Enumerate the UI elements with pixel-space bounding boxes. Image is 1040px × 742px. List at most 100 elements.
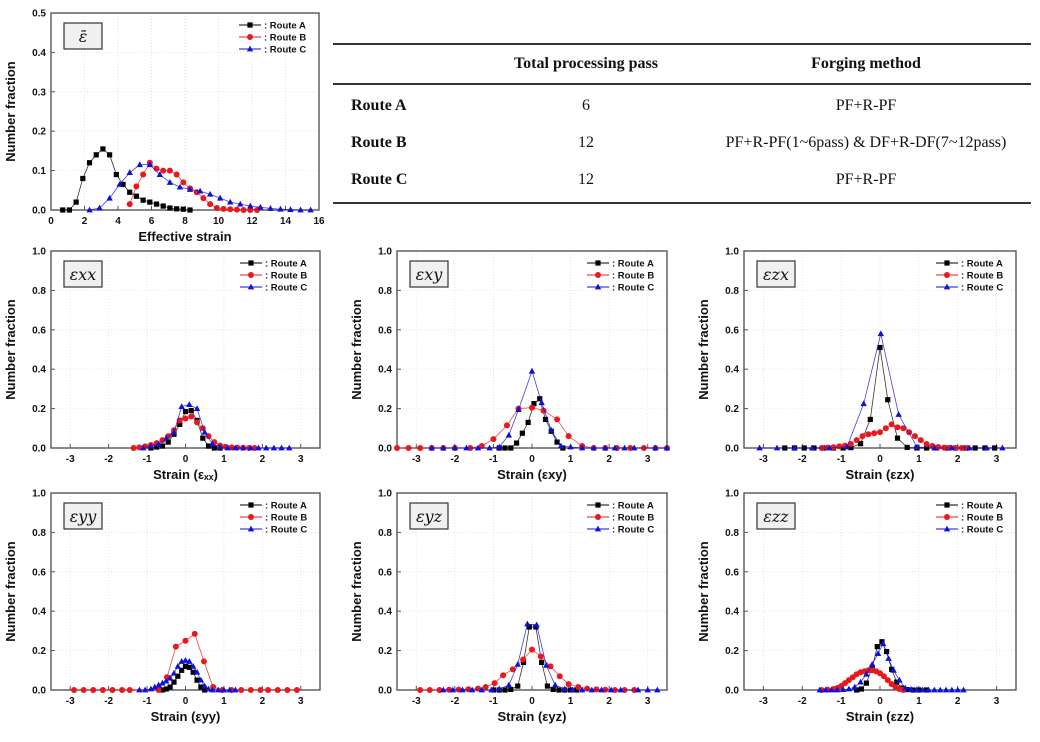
route-name: Route B	[351, 133, 407, 151]
x-tick-label: 8	[182, 216, 188, 227]
data-point	[529, 404, 535, 411]
data-point	[496, 443, 503, 450]
y-tick-label: 1.0	[378, 489, 392, 500]
data-point	[531, 401, 537, 407]
data-point	[663, 444, 671, 451]
data-point	[515, 683, 521, 689]
data-point	[478, 443, 485, 450]
data-point	[267, 205, 274, 211]
data-point	[867, 416, 873, 423]
header-total-pass: Total processing pass	[513, 55, 659, 72]
data-point	[159, 437, 166, 444]
data-point	[186, 658, 193, 664]
legend-marker	[247, 525, 255, 532]
data-point	[578, 686, 586, 693]
data-point	[220, 686, 228, 693]
x-tick-label: -3	[759, 454, 768, 465]
legend-marker	[944, 260, 950, 266]
data-point	[140, 444, 147, 451]
x-tick-label: -1	[143, 696, 152, 707]
x-tick-label: -3	[412, 696, 421, 707]
data-point	[509, 666, 516, 673]
x-tick-label: 12	[246, 216, 258, 227]
data-point	[205, 433, 212, 440]
data-point	[220, 205, 227, 212]
x-tick-label: 2	[955, 454, 961, 465]
x-tick-label: -3	[66, 696, 75, 707]
data-point	[935, 444, 942, 451]
data-point	[830, 444, 837, 451]
data-point	[617, 686, 624, 693]
data-point	[176, 183, 184, 190]
y-tick-label: 0.4	[725, 365, 739, 376]
y-tick-label: 0.4	[32, 48, 46, 59]
data-point	[166, 167, 173, 174]
data-point	[177, 421, 183, 427]
x-tick-label: 1	[568, 454, 574, 465]
x-tick-label: 2	[606, 696, 612, 707]
data-point	[174, 662, 182, 669]
panel-label-box	[409, 502, 449, 530]
data-point	[652, 444, 659, 451]
data-point	[885, 397, 891, 403]
y-tick-label: 0.2	[32, 127, 46, 138]
data-point	[836, 443, 843, 450]
data-point	[163, 434, 170, 441]
data-point	[126, 201, 133, 208]
data-point	[201, 682, 208, 689]
data-point	[486, 444, 493, 451]
data-point	[490, 436, 497, 443]
data-point	[205, 443, 212, 449]
data-point	[167, 684, 173, 690]
data-point	[502, 687, 508, 693]
data-point	[874, 644, 880, 650]
data-point	[857, 678, 864, 685]
legend-marker	[248, 260, 254, 266]
data-point	[948, 686, 956, 693]
data-point	[561, 685, 568, 692]
table-row: Route B 12 PF+R-PF(1~6pass) & DF+R-DF(7~…	[333, 124, 1031, 161]
data-point	[227, 198, 234, 205]
route-method: PF+R-PF	[835, 170, 897, 188]
y-tick-label: 0.4	[32, 607, 46, 618]
data-point	[174, 206, 180, 212]
x-tick-label: 0	[877, 454, 883, 465]
data-point	[822, 686, 829, 693]
data-point	[598, 686, 605, 693]
x-tick-label: -3	[412, 454, 421, 465]
data-point	[307, 206, 314, 213]
data-point	[214, 686, 222, 693]
panel-label: εxy	[416, 265, 444, 284]
y-tick-label: 0.1	[32, 166, 46, 177]
data-point	[194, 419, 201, 426]
route-name: Route C	[351, 170, 408, 188]
data-point	[159, 687, 166, 693]
data-point	[224, 444, 231, 451]
data-point	[816, 686, 823, 693]
route-passes: 12	[578, 133, 594, 151]
data-point	[904, 444, 910, 451]
series-line	[431, 369, 667, 449]
data-point	[209, 440, 216, 447]
data-point	[207, 201, 214, 208]
data-point	[611, 444, 619, 451]
data-point	[931, 444, 938, 451]
data-point	[919, 686, 926, 693]
chart-eyz: -3 -2 -1 0 1 2 3 0.0 0.2 0.4 0.6 0.8 1.0 Number fract…	[349, 489, 668, 724]
data-point	[863, 680, 869, 686]
data-point	[550, 686, 556, 693]
data-point	[526, 624, 532, 630]
x-tick-label: 1	[221, 696, 227, 707]
data-point	[160, 203, 166, 209]
data-point	[911, 433, 918, 440]
data-point	[227, 206, 234, 213]
data-point	[529, 646, 535, 653]
legend-label: : Route B	[264, 33, 306, 44]
data-point	[907, 686, 915, 692]
route-method: PF+R-PF(1~6pass) & DF+R-DF(7~12pass)	[725, 133, 1007, 151]
legend-label: : Route B	[265, 513, 307, 524]
data-point	[440, 444, 447, 451]
data-point	[847, 441, 854, 448]
y-tick-label: 1.0	[32, 489, 46, 500]
